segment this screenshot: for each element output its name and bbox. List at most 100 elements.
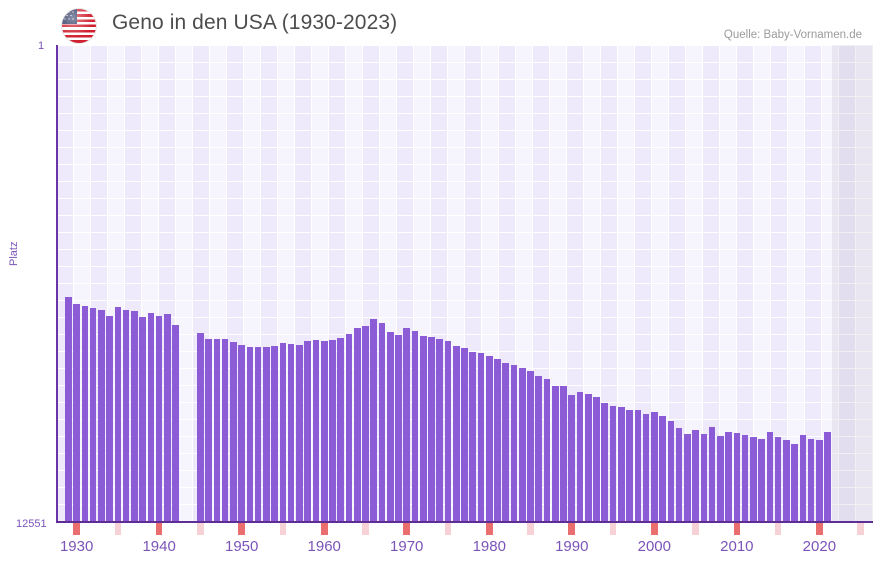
bar[interactable]: [329, 339, 336, 523]
bar[interactable]: [345, 334, 353, 523]
bar[interactable]: [172, 324, 179, 523]
bar[interactable]: [717, 436, 724, 523]
bar[interactable]: [807, 438, 815, 523]
bar[interactable]: [675, 427, 683, 523]
bar[interactable]: [221, 339, 229, 523]
y-axis-line: [56, 45, 58, 523]
bar[interactable]: [362, 325, 369, 523]
bar[interactable]: [122, 310, 130, 523]
bar[interactable]: [444, 340, 452, 523]
bar[interactable]: [733, 433, 741, 523]
bar[interactable]: [81, 306, 89, 523]
x-axis-tick: [568, 523, 576, 535]
bar[interactable]: [824, 431, 831, 523]
bar[interactable]: [271, 346, 278, 523]
bar[interactable]: [436, 339, 444, 523]
x-axis-tick: [238, 523, 245, 535]
bar[interactable]: [246, 347, 254, 523]
bar[interactable]: [708, 426, 716, 523]
bar[interactable]: [766, 431, 774, 523]
bar[interactable]: [816, 439, 823, 523]
bar[interactable]: [337, 338, 344, 523]
bar[interactable]: [659, 415, 666, 523]
bar[interactable]: [155, 315, 163, 523]
bar[interactable]: [543, 379, 551, 523]
x-axis-tick: [527, 523, 534, 535]
bar[interactable]: [618, 407, 625, 523]
bar[interactable]: [725, 431, 732, 523]
bar[interactable]: [65, 296, 72, 523]
bar[interactable]: [419, 335, 427, 523]
bar[interactable]: [783, 439, 790, 523]
bar[interactable]: [494, 359, 501, 523]
bar[interactable]: [601, 402, 609, 523]
bar[interactable]: [279, 342, 287, 523]
bar[interactable]: [263, 347, 270, 523]
bar[interactable]: [551, 386, 559, 523]
bar[interactable]: [461, 348, 468, 523]
bar[interactable]: [287, 344, 295, 523]
bar[interactable]: [576, 392, 584, 523]
bar[interactable]: [139, 316, 146, 523]
bar[interactable]: [469, 351, 477, 523]
bar[interactable]: [568, 395, 576, 523]
bar[interactable]: [626, 409, 633, 523]
bar[interactable]: [584, 394, 592, 523]
x-axis-tick: [279, 523, 287, 535]
bar[interactable]: [634, 410, 642, 523]
bar[interactable]: [774, 436, 782, 523]
bar[interactable]: [452, 345, 460, 523]
bar[interactable]: [395, 334, 402, 523]
bar[interactable]: [684, 433, 691, 523]
bar[interactable]: [73, 303, 80, 523]
bar[interactable]: [353, 327, 361, 523]
bar[interactable]: [238, 345, 245, 523]
bar[interactable]: [403, 328, 411, 523]
bar[interactable]: [502, 362, 510, 523]
bar[interactable]: [411, 330, 419, 523]
bar[interactable]: [131, 310, 138, 523]
bar[interactable]: [527, 371, 534, 523]
bar[interactable]: [164, 313, 171, 523]
bar[interactable]: [296, 344, 303, 523]
bar[interactable]: [197, 332, 204, 523]
bar[interactable]: [758, 438, 765, 523]
bar[interactable]: [741, 435, 749, 523]
y-axis-title: Platz: [8, 241, 20, 266]
bar[interactable]: [213, 339, 221, 523]
bar[interactable]: [692, 430, 699, 523]
bar[interactable]: [320, 340, 328, 523]
bar[interactable]: [230, 342, 237, 523]
bar[interactable]: [609, 406, 617, 523]
bar[interactable]: [642, 414, 650, 523]
bar[interactable]: [304, 341, 311, 523]
bar[interactable]: [147, 312, 155, 523]
bar[interactable]: [791, 444, 798, 523]
bar[interactable]: [114, 307, 122, 523]
bar[interactable]: [799, 435, 807, 523]
bar[interactable]: [386, 331, 394, 523]
bar[interactable]: [651, 411, 658, 523]
bar[interactable]: [477, 353, 485, 523]
bar[interactable]: [535, 376, 543, 523]
bar[interactable]: [378, 323, 386, 523]
bar[interactable]: [205, 338, 212, 523]
bar[interactable]: [593, 396, 600, 523]
bar[interactable]: [560, 385, 567, 523]
bar[interactable]: [98, 310, 105, 523]
x-axis-label: 1970: [390, 538, 424, 555]
bar[interactable]: [370, 319, 377, 523]
bar[interactable]: [89, 307, 97, 523]
bar[interactable]: [510, 364, 518, 523]
bar[interactable]: [106, 316, 113, 523]
y-axis-tick-bottom: 12551: [16, 518, 47, 530]
bar[interactable]: [518, 367, 526, 523]
bar[interactable]: [485, 356, 493, 523]
bar[interactable]: [700, 433, 708, 523]
bar[interactable]: [428, 336, 435, 523]
bar[interactable]: [312, 339, 320, 523]
bar[interactable]: [667, 420, 675, 523]
bar[interactable]: [750, 436, 757, 523]
bar[interactable]: [254, 347, 262, 523]
